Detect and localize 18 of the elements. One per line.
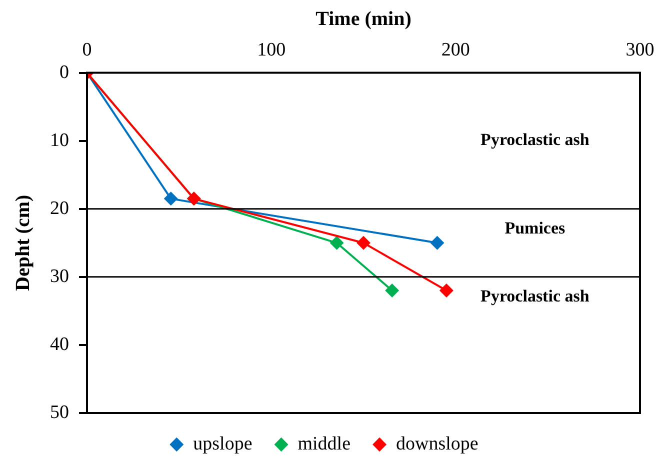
y-tick-label: 10 xyxy=(50,130,69,151)
legend-label: middle xyxy=(298,433,351,454)
annotation: Pumices xyxy=(504,218,566,238)
y-tick-label: 40 xyxy=(50,334,69,355)
x-tick-label: 0 xyxy=(82,39,92,60)
x-tick-label: 300 xyxy=(626,39,654,60)
x-tick-label: 100 xyxy=(257,39,286,60)
y-tick-label: 50 xyxy=(50,402,69,423)
annotation: Pyroclastic ash xyxy=(480,130,590,150)
annotation: Pyroclastic ash xyxy=(480,286,590,306)
y-tick-label: 0 xyxy=(60,62,69,83)
x-tick-label: 200 xyxy=(441,39,470,60)
legend-label: upslope xyxy=(193,433,252,454)
legend-label: downslope xyxy=(396,433,478,454)
y-tick-label: 20 xyxy=(50,198,69,219)
x-axis-title: Time (min) xyxy=(316,8,412,30)
y-tick-label: 30 xyxy=(50,266,69,287)
y-axis-title: Depht (cm) xyxy=(12,194,34,291)
